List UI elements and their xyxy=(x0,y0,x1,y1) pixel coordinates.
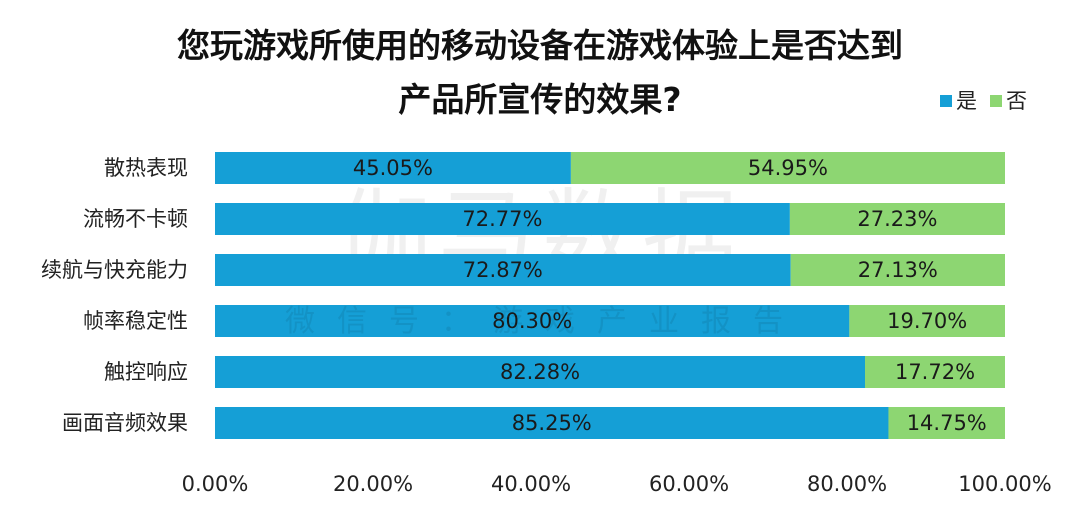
x-tick-label: 20.00% xyxy=(333,472,413,496)
chart-title-line-1: 您玩游戏所使用的移动设备在游戏体验上是否达到 xyxy=(177,26,903,65)
bar-segment-yes xyxy=(215,305,850,337)
data-label: 54.95% xyxy=(748,156,828,180)
legend-label-yes: 是 xyxy=(956,89,977,113)
category-label: 流畅不卡顿 xyxy=(83,207,188,231)
chart-title: 您玩游戏所使用的移动设备在游戏体验上是否达到 产品所宣传的效果? xyxy=(177,26,903,119)
chart-title-line-2: 产品所宣传的效果? xyxy=(398,80,681,119)
data-label: 45.05% xyxy=(353,156,433,180)
x-tick-label: 80.00% xyxy=(807,472,887,496)
data-label: 14.75% xyxy=(907,411,987,435)
data-labels: 45.05% 54.95% 72.77% 27.23% 72.87% 27.13% 80.3… xyxy=(353,156,987,435)
legend-swatch-no xyxy=(990,95,1002,107)
data-label: 27.23% xyxy=(857,207,937,231)
bar-segment-no xyxy=(790,254,1005,286)
watermark-sub: 微信号：游戏产业报告 xyxy=(285,304,805,339)
data-label: 80.30% xyxy=(492,309,572,333)
data-label: 27.13% xyxy=(858,258,938,282)
category-label: 续航与快充能力 xyxy=(41,258,188,282)
bar-segment-no xyxy=(570,152,1005,184)
watermark-sub-layer: 微信号：游戏产业报告 xyxy=(285,304,805,339)
bars xyxy=(215,152,1005,439)
bar-segment-no xyxy=(865,356,1005,388)
data-label: 85.25% xyxy=(512,411,592,435)
data-label: 82.28% xyxy=(500,360,580,384)
bar-segment-yes xyxy=(215,203,790,235)
data-label: 17.72% xyxy=(895,360,975,384)
category-label: 触控响应 xyxy=(104,360,188,384)
bar-segment-no xyxy=(849,305,1005,337)
data-label: 19.70% xyxy=(887,309,967,333)
x-tick-label: 100.00% xyxy=(958,472,1051,496)
bar-segment-yes xyxy=(215,152,571,184)
legend-swatch-yes xyxy=(940,95,952,107)
category-label: 散热表现 xyxy=(104,156,188,180)
x-tick-label: 0.00% xyxy=(182,472,249,496)
data-label: 72.77% xyxy=(462,207,542,231)
bar-segment-yes xyxy=(215,356,866,388)
category-label: 画面音频效果 xyxy=(62,411,188,435)
bar-segment-no xyxy=(789,203,1005,235)
bar-segment-yes xyxy=(215,407,889,439)
legend: 是否 xyxy=(940,89,1027,113)
value-axis: 0.00% 20.00% 40.00% 60.00% 80.00% 100.00% xyxy=(182,472,1052,496)
category-label: 帧率稳定性 xyxy=(83,309,188,333)
legend-label-no: 否 xyxy=(1006,89,1027,113)
bar-segment-no xyxy=(888,407,1005,439)
x-tick-label: 40.00% xyxy=(491,472,571,496)
bar-segment-yes xyxy=(215,254,791,286)
data-label: 72.87% xyxy=(463,258,543,282)
x-tick-label: 60.00% xyxy=(649,472,729,496)
